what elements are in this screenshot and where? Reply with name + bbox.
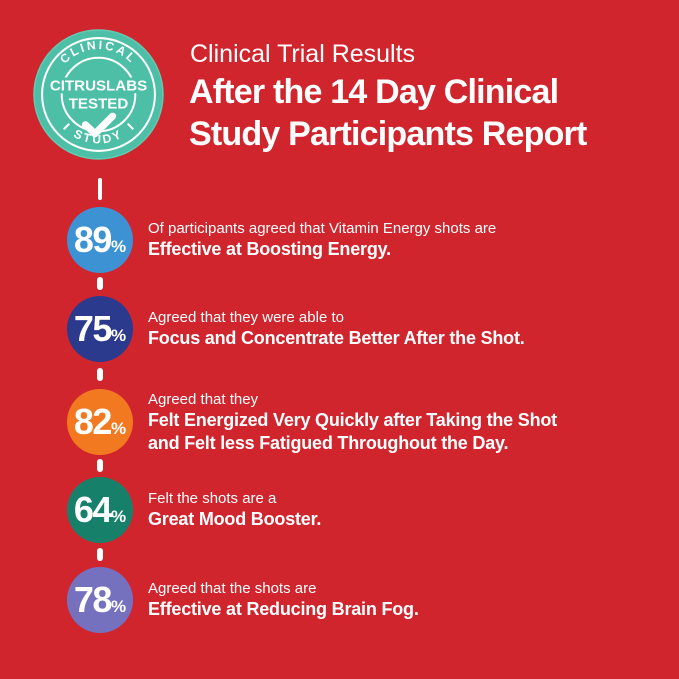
percent-sign: %	[110, 237, 127, 256]
stat-circle: 82%	[67, 389, 133, 455]
stat-percent-value: 82	[73, 401, 113, 442]
stat-row: 75% Agreed that they were able to Focus …	[67, 296, 669, 362]
percent-sign: %	[110, 326, 127, 345]
check-icon	[81, 112, 117, 138]
stat-highlight: Great Mood Booster.	[148, 509, 322, 529]
stat-percent-value: 64	[73, 489, 113, 530]
stat-intro: Agreed that they	[148, 390, 259, 408]
badge-tick-left	[63, 123, 70, 130]
stat-intro: Agreed that they were able to	[148, 309, 344, 326]
citruslabs-badge: CLINICAL STUDY CITRUSLABS TESTED	[33, 29, 164, 160]
page-title-line-1: After the 14 Day Clinical	[189, 73, 559, 111]
timeline-dash	[97, 548, 103, 561]
stat-text: Agreed that the shots are Effective at R…	[148, 579, 419, 621]
stat-highlight: Effective at Reducing Brain Fog.	[148, 599, 419, 619]
page-title-line-2: Study Participants Report	[189, 115, 587, 153]
stat-percent: 75%	[74, 311, 126, 347]
stat-circle: 89%	[67, 207, 133, 273]
badge-ring-outer	[41, 37, 156, 152]
stat-circle: 78%	[67, 567, 133, 633]
stat-percent: 78%	[74, 582, 126, 618]
page-subtitle: Clinical Trial Results	[190, 40, 416, 68]
percent-sign: %	[110, 419, 127, 438]
stat-percent: 89%	[74, 222, 126, 258]
stat-intro: Felt the shots are a	[148, 490, 277, 507]
page-title: After the 14 Day Clinical Study Particip…	[189, 71, 587, 155]
percent-sign: %	[110, 507, 127, 526]
stat-intro: Of participants agreed that Vitamin Ener…	[148, 220, 497, 237]
timeline-dash	[98, 178, 102, 200]
stat-row: 82% Agreed that they Felt Energized Very…	[67, 389, 669, 455]
stat-text: Felt the shots are a Great Mood Booster.	[148, 489, 321, 531]
stat-text: Agreed that they were able to Focus and …	[148, 308, 525, 350]
stat-circle: 64%	[67, 477, 133, 543]
stat-highlight: Felt Energized Very Quickly after Taking…	[148, 409, 557, 430]
timeline-dash	[97, 368, 103, 381]
stat-percent: 82%	[74, 404, 126, 440]
stat-row: 78% Agreed that the shots are Effective …	[67, 567, 669, 633]
stat-circle: 75%	[67, 296, 133, 362]
stat-highlight: and Felt less Fatigued Throughout the Da…	[148, 432, 509, 453]
stat-text: Agreed that they Felt Energized Very Qui…	[148, 390, 557, 455]
timeline-dash	[97, 277, 103, 290]
stat-row: 64% Felt the shots are a Great Mood Boos…	[67, 477, 669, 543]
stat-percent-value: 89	[73, 219, 113, 260]
stat-intro: Agreed that the shots are	[148, 580, 317, 597]
stat-row: 89% Of participants agreed that Vitamin …	[67, 207, 669, 273]
badge-tick-right	[127, 123, 134, 130]
timeline-dash	[97, 459, 103, 472]
badge-name-line1: CITRUSLABS	[50, 77, 147, 94]
percent-sign: %	[110, 597, 127, 616]
stat-text: Of participants agreed that Vitamin Ener…	[148, 219, 496, 261]
stat-highlight: Effective at Boosting Energy.	[148, 239, 391, 259]
stat-percent-value: 75	[73, 308, 113, 349]
stat-percent-value: 78	[73, 579, 113, 620]
stat-percent: 64%	[74, 492, 126, 528]
badge-name-line2: TESTED	[69, 96, 129, 113]
stat-highlight: Focus and Concentrate Better After the S…	[148, 328, 525, 348]
